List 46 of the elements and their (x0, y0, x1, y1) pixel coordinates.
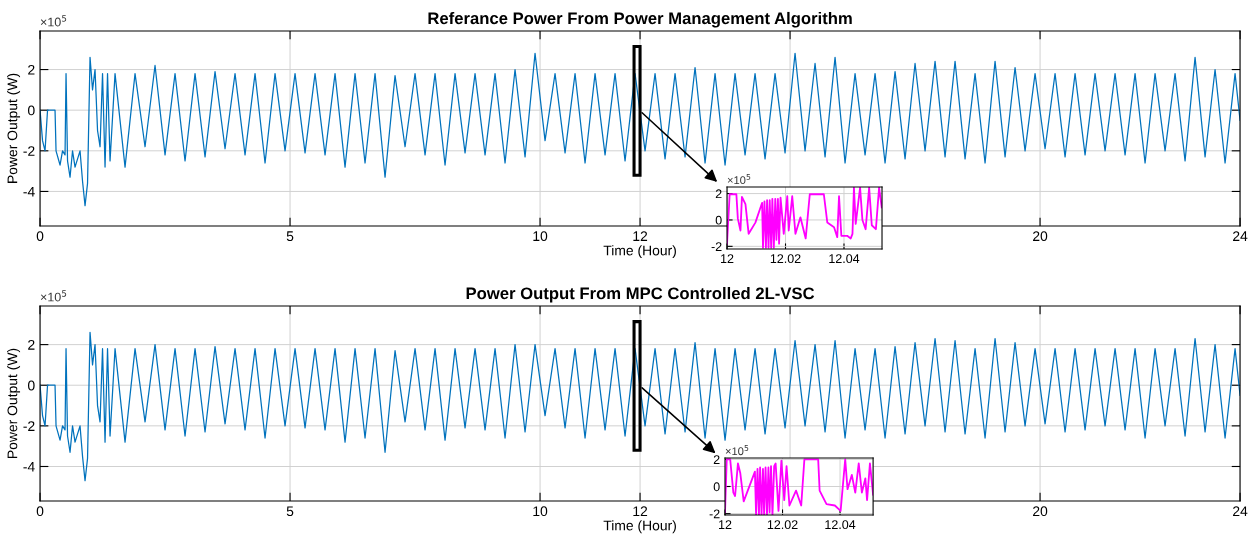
line-series (725, 458, 874, 515)
x-axis-title: Time (Hour) (603, 245, 676, 259)
line-series (40, 52, 1241, 207)
annotation: ×10$^{5}$ (727, 174, 751, 185)
x-tick-label: 5 (286, 231, 294, 242)
y-tick-label: 0 (713, 482, 720, 492)
y-tick-label: -2 (23, 146, 35, 156)
y-tick-label: -4 (23, 186, 35, 197)
text: ×10$^{5}$ (40, 15, 67, 27)
chart-title: Power Output From MPC Controlled 2L-VSC (466, 286, 815, 303)
x-tick-label: 20 (1033, 506, 1048, 517)
x-tick-label: 20 (1033, 231, 1048, 242)
annotation: ×10$^{5}$ (725, 445, 749, 456)
y-tick-label: 2 (715, 189, 722, 199)
y-axis-title: Power Output (W) (7, 348, 21, 458)
y-tick-label: 0 (27, 380, 35, 391)
x-tick-label: 10 (533, 506, 548, 517)
y-tick-label: 2 (713, 455, 720, 464)
x-axis-title: Time (Hour) (603, 520, 676, 534)
x-tick-label: 5 (286, 506, 294, 517)
x-tick-label: 24 (1233, 231, 1248, 241)
x-tick-label: 12 (633, 506, 648, 516)
x-tick-label: 0 (36, 231, 44, 242)
line-series (40, 331, 1241, 482)
y-tick-label: -2 (709, 509, 720, 519)
x-tick-label: 10 (533, 231, 548, 242)
y-tick-label: 2 (28, 339, 35, 350)
x-tick-label: 0 (36, 506, 44, 517)
y-axis-title: Power Output (W) (7, 73, 21, 183)
x-tick-label: 12.04 (829, 254, 860, 264)
x-tick-label: 12 (633, 231, 648, 241)
y-tick-label: 0 (27, 105, 35, 116)
y-tick-label: -2 (23, 421, 35, 431)
x-tick-label: 12 (719, 520, 732, 529)
y-tick-label: -2 (711, 242, 722, 251)
x-tick-label: 12.02 (770, 254, 801, 264)
y-tick-label: 0 (715, 215, 722, 225)
x-tick-label: 12 (721, 254, 734, 263)
line-series (727, 186, 883, 249)
x-tick-label: 12.04 (825, 520, 856, 530)
x-tick-label: 24 (1233, 506, 1248, 516)
text: ×10$^{5}$ (40, 290, 67, 302)
y-tick-label: 2 (28, 64, 35, 75)
chart-title: Referance Power From Power Management Algorithm (428, 11, 852, 28)
y-tick-label: -4 (23, 461, 35, 472)
x-tick-label: 12.02 (767, 520, 798, 530)
